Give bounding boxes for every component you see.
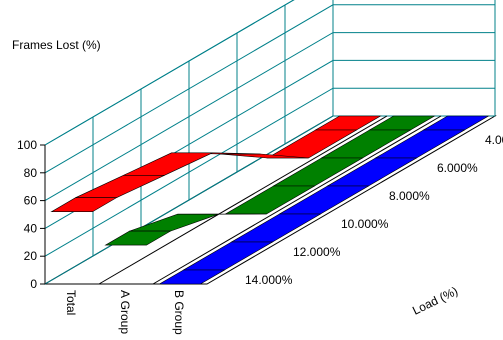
ribbon-segment: [158, 269, 226, 285]
series-label: B Group: [172, 290, 186, 335]
y-tick-label: 80: [24, 166, 38, 180]
series-a-group: [104, 115, 436, 246]
y-axis-title: Frames Lost (%): [12, 38, 101, 52]
ribbon-segment: [230, 213, 322, 243]
chart-ribbons: [50, 115, 490, 285]
ribbon-segment: [50, 197, 118, 212]
y-tick-label: 20: [24, 249, 38, 263]
x-tick-label: 10.000%: [341, 217, 389, 231]
x-axis-title: Load (%): [410, 284, 460, 318]
x-tick-label: 12.000%: [293, 245, 341, 259]
x-tick-label: 14.000%: [245, 273, 293, 287]
y-tick-label: 40: [24, 221, 38, 235]
x-tick-label: 8.000%: [389, 189, 430, 203]
series-label: A Group: [118, 290, 132, 334]
floor-row-line: [98, 115, 388, 285]
floor-row-line: [152, 115, 442, 285]
y-tick-label: 100: [17, 138, 37, 152]
series-b-group: [158, 115, 490, 285]
chart-labels: 0 20 40 60 80 100 4.000% 6.000% 8.000%10.000%12.…: [17, 133, 503, 335]
ribbon-segment: [368, 115, 436, 131]
ribbon-segment: [182, 241, 274, 271]
ribbon-segment: [422, 115, 490, 131]
back-wall: [332, 0, 496, 117]
y-tick-label: 60: [24, 194, 38, 208]
y-tick-label: 0: [30, 277, 37, 291]
series-label: Total: [64, 290, 78, 315]
x-tick-label: 4.000%: [485, 133, 503, 147]
ribbon-segment: [104, 230, 172, 246]
x-tick-label: 6.000%: [437, 161, 478, 175]
series-total: [50, 115, 382, 212]
